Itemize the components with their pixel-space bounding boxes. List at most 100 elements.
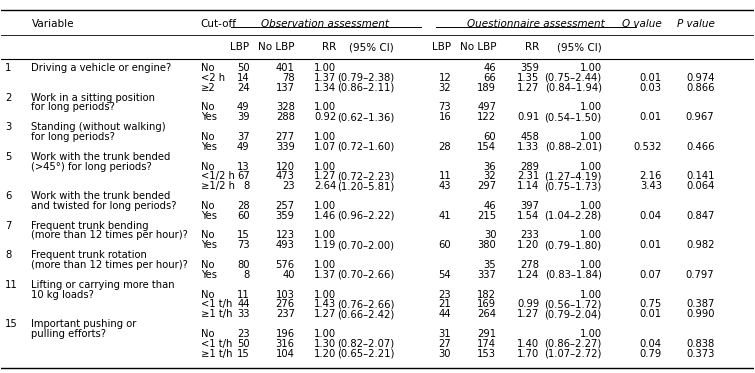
Text: 5: 5 (5, 152, 11, 162)
Text: 0.91: 0.91 (517, 112, 539, 122)
Text: (0.72–1.60): (0.72–1.60) (337, 142, 394, 152)
Text: 15: 15 (237, 349, 250, 358)
Text: 182: 182 (477, 289, 496, 300)
Text: Driving a vehicle or engine?: Driving a vehicle or engine? (32, 63, 171, 73)
Text: (0.79–2.38): (0.79–2.38) (337, 73, 394, 83)
Text: 497: 497 (477, 103, 496, 112)
Text: Questionnaire assessment: Questionnaire assessment (467, 19, 604, 29)
Text: 73: 73 (439, 103, 451, 112)
Text: 576: 576 (276, 260, 294, 270)
Text: LBP: LBP (230, 42, 250, 52)
Text: 0.974: 0.974 (686, 73, 714, 83)
Text: 21: 21 (439, 300, 451, 309)
Text: 397: 397 (520, 201, 539, 211)
Text: 0.847: 0.847 (686, 211, 714, 221)
Text: 1.00: 1.00 (580, 63, 602, 73)
Text: (0.54–1.50): (0.54–1.50) (544, 112, 602, 122)
Text: (0.70–2.66): (0.70–2.66) (337, 270, 394, 280)
Text: 46: 46 (484, 63, 496, 73)
Text: 15: 15 (237, 231, 250, 241)
Text: 11: 11 (237, 289, 250, 300)
Text: for long periods?: for long periods? (32, 132, 116, 142)
Text: 1.70: 1.70 (517, 349, 539, 358)
Text: (more than 12 times per hour)?: (more than 12 times per hour)? (32, 231, 188, 241)
Text: 2.64: 2.64 (314, 181, 336, 191)
Text: (0.96–2.22): (0.96–2.22) (337, 211, 394, 221)
Text: 1.27: 1.27 (314, 171, 336, 181)
Text: 0.99: 0.99 (517, 300, 539, 309)
Text: (0.56–1.72): (0.56–1.72) (544, 300, 602, 309)
Text: 289: 289 (520, 162, 539, 172)
Text: 3: 3 (5, 122, 11, 132)
Text: 278: 278 (520, 260, 539, 270)
Text: (0.76–2.66): (0.76–2.66) (337, 300, 394, 309)
Text: 123: 123 (276, 231, 294, 241)
Text: 0.07: 0.07 (639, 270, 662, 280)
Text: 458: 458 (520, 132, 539, 142)
Text: (1.27–4.19): (1.27–4.19) (544, 171, 602, 181)
Text: 14: 14 (237, 73, 250, 83)
Text: 1.20: 1.20 (314, 349, 336, 358)
Text: 60: 60 (439, 240, 451, 250)
Text: 1: 1 (5, 63, 11, 73)
Text: (1.04–2.28): (1.04–2.28) (544, 211, 602, 221)
Text: (0.83–1.84): (0.83–1.84) (545, 270, 602, 280)
Text: 120: 120 (276, 162, 294, 172)
Text: 1.30: 1.30 (314, 339, 336, 349)
Text: 1.00: 1.00 (580, 329, 602, 339)
Text: 0.838: 0.838 (686, 339, 714, 349)
Text: 23: 23 (237, 329, 250, 339)
Text: 32: 32 (439, 83, 451, 93)
Text: 1.00: 1.00 (580, 162, 602, 172)
Text: (0.84–1.94): (0.84–1.94) (544, 83, 602, 93)
Text: (0.86–2.11): (0.86–2.11) (337, 83, 394, 93)
Text: 1.00: 1.00 (314, 329, 336, 339)
Text: 0.79: 0.79 (639, 349, 662, 358)
Text: 1.34: 1.34 (314, 83, 336, 93)
Text: 153: 153 (477, 349, 496, 358)
Text: Yes: Yes (201, 270, 217, 280)
Text: 0.04: 0.04 (639, 211, 662, 221)
Text: 493: 493 (276, 240, 294, 250)
Text: 401: 401 (276, 63, 294, 73)
Text: (0.65–2.21): (0.65–2.21) (337, 349, 394, 358)
Text: (0.82–2.07): (0.82–2.07) (337, 339, 394, 349)
Text: (0.75–1.73): (0.75–1.73) (544, 181, 602, 191)
Text: (0.79–1.80): (0.79–1.80) (544, 240, 602, 250)
Text: No: No (201, 231, 214, 241)
Text: 0.01: 0.01 (639, 112, 662, 122)
Text: 0.01: 0.01 (639, 73, 662, 83)
Text: <2 h: <2 h (201, 73, 225, 83)
Text: 0.064: 0.064 (686, 181, 714, 191)
Text: and twisted for long periods?: and twisted for long periods? (32, 201, 177, 211)
Text: 1.00: 1.00 (580, 201, 602, 211)
Text: 8: 8 (243, 181, 250, 191)
Text: 288: 288 (276, 112, 294, 122)
Text: 0.982: 0.982 (686, 240, 714, 250)
Text: (0.66–2.42): (0.66–2.42) (337, 309, 394, 319)
Text: 60: 60 (484, 132, 496, 142)
Text: 8: 8 (5, 250, 11, 260)
Text: 73: 73 (237, 240, 250, 250)
Text: (more than 12 times per hour)?: (more than 12 times per hour)? (32, 260, 188, 270)
Text: 189: 189 (477, 83, 496, 93)
Text: 1.24: 1.24 (517, 270, 539, 280)
Text: RR: RR (322, 42, 336, 52)
Text: 359: 359 (276, 211, 294, 221)
Text: No: No (201, 289, 214, 300)
Text: 1.00: 1.00 (580, 231, 602, 241)
Text: (0.70–2.00): (0.70–2.00) (337, 240, 394, 250)
Text: Yes: Yes (201, 211, 217, 221)
Text: (0.79–2.04): (0.79–2.04) (544, 309, 602, 319)
Text: 30: 30 (439, 349, 451, 358)
Text: 1.33: 1.33 (517, 142, 539, 152)
Text: 0.373: 0.373 (686, 349, 714, 358)
Text: 23: 23 (282, 181, 294, 191)
Text: 1.00: 1.00 (580, 132, 602, 142)
Text: 80: 80 (237, 260, 250, 270)
Text: No: No (201, 201, 214, 211)
Text: 0.532: 0.532 (633, 142, 662, 152)
Text: Yes: Yes (201, 142, 217, 152)
Text: 37: 37 (237, 132, 250, 142)
Text: 3.43: 3.43 (639, 181, 662, 191)
